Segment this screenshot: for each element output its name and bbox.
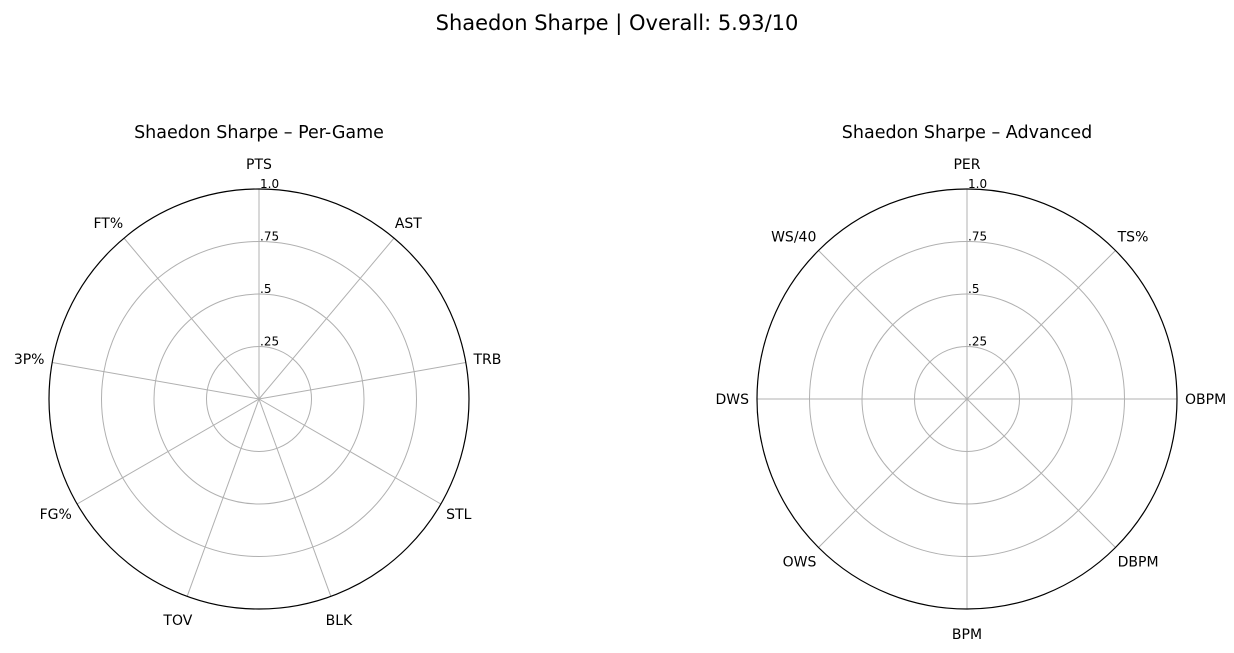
spoke-3p-pct: [52, 362, 260, 400]
spoke-dbpm: [966, 398, 1116, 548]
radial-tick-label: .5: [968, 282, 979, 296]
radial-tick-label: 1.0: [968, 177, 987, 191]
category-label-blk: BLK: [326, 613, 353, 629]
category-label-dbpm: DBPM: [1118, 555, 1159, 571]
spoke-tov: [186, 398, 260, 597]
category-label-ows: OWS: [783, 555, 817, 571]
spoke-ast: [258, 237, 395, 400]
radar-panel-per-game: Shaedon Sharpe – Per-Game PTS AST TRB STL BLK…: [14, 123, 502, 629]
category-label-ws-40: WS/40: [771, 229, 816, 245]
category-label-pts: PTS: [246, 157, 272, 173]
spoke-blk: [258, 398, 332, 597]
radial-tick-label: .75: [968, 230, 987, 244]
outer-ring: [48, 188, 470, 610]
radial-tick-label: .25: [260, 335, 279, 349]
category-label-ts-pct: TS%: [1117, 229, 1149, 245]
radial-tick-label: .25: [968, 335, 987, 349]
spoke-trb: [258, 362, 466, 400]
category-label-bpm: BPM: [952, 627, 982, 643]
category-label-3p-pct: 3P%: [14, 352, 45, 368]
spoke-ts-pct: [966, 250, 1116, 400]
category-label-obpm: OBPM: [1185, 392, 1226, 408]
outer-ring: [756, 188, 1178, 610]
spoke-ows: [818, 398, 968, 548]
category-label-trb: TRB: [473, 352, 502, 368]
radar-panel-advanced: Shaedon Sharpe – Advanced PER TS% OBPM DBPM B…: [715, 123, 1226, 643]
radial-tick-label: 1.0: [260, 177, 279, 191]
spoke-ws-40: [818, 250, 968, 400]
category-label-ast: AST: [395, 216, 422, 232]
category-label-ft-pct: FT%: [93, 216, 123, 232]
panel-title: Shaedon Sharpe – Per-Game: [134, 123, 384, 143]
category-label-dws: DWS: [715, 392, 749, 408]
spoke-fg-pct: [76, 398, 260, 505]
spoke-stl: [258, 398, 442, 505]
category-label-stl: STL: [446, 507, 471, 523]
panel-title: Shaedon Sharpe – Advanced: [842, 123, 1092, 143]
category-label-fg-pct: FG%: [40, 507, 72, 523]
category-label-per: PER: [953, 157, 980, 173]
radial-tick-label: .75: [260, 230, 279, 244]
spoke-ft-pct: [123, 237, 260, 400]
category-label-tov: TOV: [162, 613, 192, 629]
figure-suptitle: Shaedon Sharpe | Overall: 5.93/10: [436, 11, 799, 36]
radial-tick-label: .5: [260, 282, 271, 296]
